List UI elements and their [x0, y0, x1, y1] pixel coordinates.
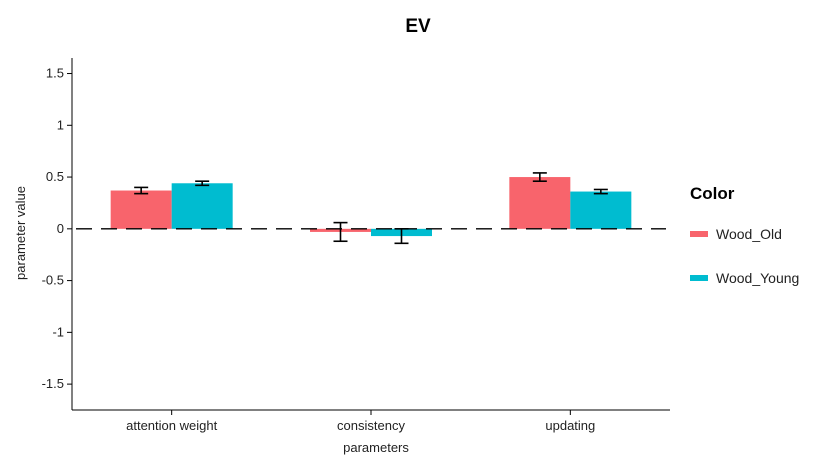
legend-label: Wood_Old — [716, 226, 782, 242]
x-tick-label: consistency — [337, 418, 405, 433]
plot-area: 1.5 1 0.5 0 -0.5 -1 -1.5 attention weight consis… — [42, 58, 670, 433]
x-axis-title: parameters — [343, 440, 409, 455]
y-axis-title: parameter value — [13, 186, 28, 280]
y-tick-label: -1.5 — [42, 376, 64, 391]
y-tick-label: -0.5 — [42, 273, 64, 288]
bar-wood-young — [570, 191, 632, 229]
y-tick-label: 0.5 — [46, 169, 64, 184]
bar-wood-young — [171, 183, 233, 229]
y-tick-label: 1.5 — [46, 66, 64, 81]
legend-key — [690, 231, 708, 237]
chart-title: EV — [405, 16, 431, 37]
x-tick-label: attention weight — [126, 418, 217, 433]
bar-wood-old — [110, 190, 172, 229]
x-tick-label: updating — [545, 418, 595, 433]
y-tick-label: 1 — [57, 117, 64, 132]
legend-title: Color — [690, 184, 735, 203]
y-tick-label: -1 — [52, 324, 64, 339]
bar-wood-old — [509, 177, 571, 229]
legend: Wood_Old Wood_Young — [690, 226, 799, 286]
legend-label: Wood_Young — [716, 270, 799, 286]
y-tick-label: 0 — [57, 221, 64, 236]
legend-key — [690, 275, 708, 281]
